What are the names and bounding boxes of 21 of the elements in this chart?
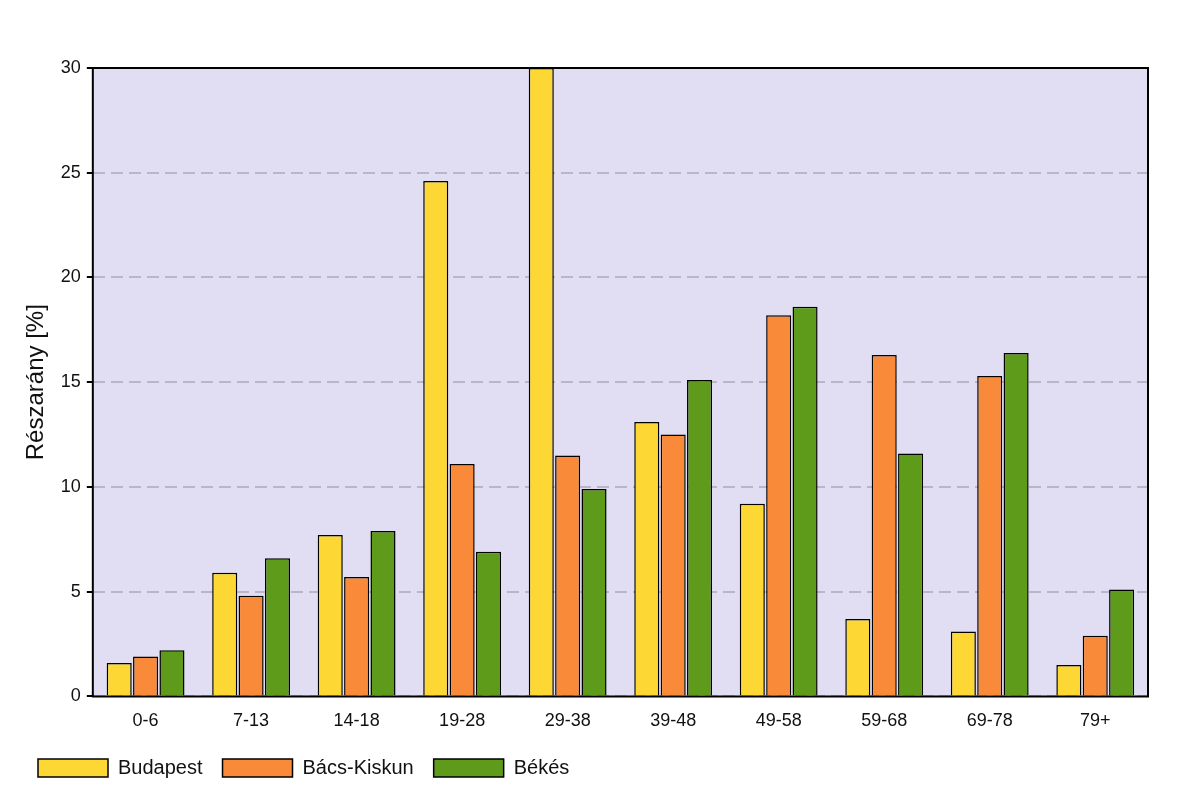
x-tick-label: 7-13 bbox=[233, 710, 270, 731]
y-tick-label: 5 bbox=[70, 580, 81, 601]
y-tick-label: 15 bbox=[60, 371, 81, 392]
x-tick-label: 14-18 bbox=[333, 710, 380, 731]
y-tick-label: 10 bbox=[60, 475, 81, 496]
y-axis-title: Részarány [%] bbox=[21, 304, 49, 461]
legend-label: Budapest bbox=[118, 755, 203, 778]
y-tick-label: 0 bbox=[70, 685, 81, 706]
y-tick-label: 30 bbox=[60, 56, 81, 77]
x-tick-label: 19-28 bbox=[439, 710, 486, 731]
x-tick-label: 39-48 bbox=[650, 710, 697, 731]
x-tick-label: 69-78 bbox=[966, 710, 1013, 731]
x-tick-label: 29-38 bbox=[544, 710, 591, 731]
x-tick-label: 0-6 bbox=[132, 710, 159, 731]
legend-label: Bács-Kiskun bbox=[302, 755, 414, 778]
x-tick-label: 49-58 bbox=[755, 710, 802, 731]
y-tick-label: 25 bbox=[60, 161, 81, 182]
x-tick-label: 59-68 bbox=[861, 710, 908, 731]
y-tick-label: 20 bbox=[60, 266, 81, 287]
legend-label: Békés bbox=[513, 755, 570, 778]
x-tick-label: 79+ bbox=[1079, 710, 1111, 731]
